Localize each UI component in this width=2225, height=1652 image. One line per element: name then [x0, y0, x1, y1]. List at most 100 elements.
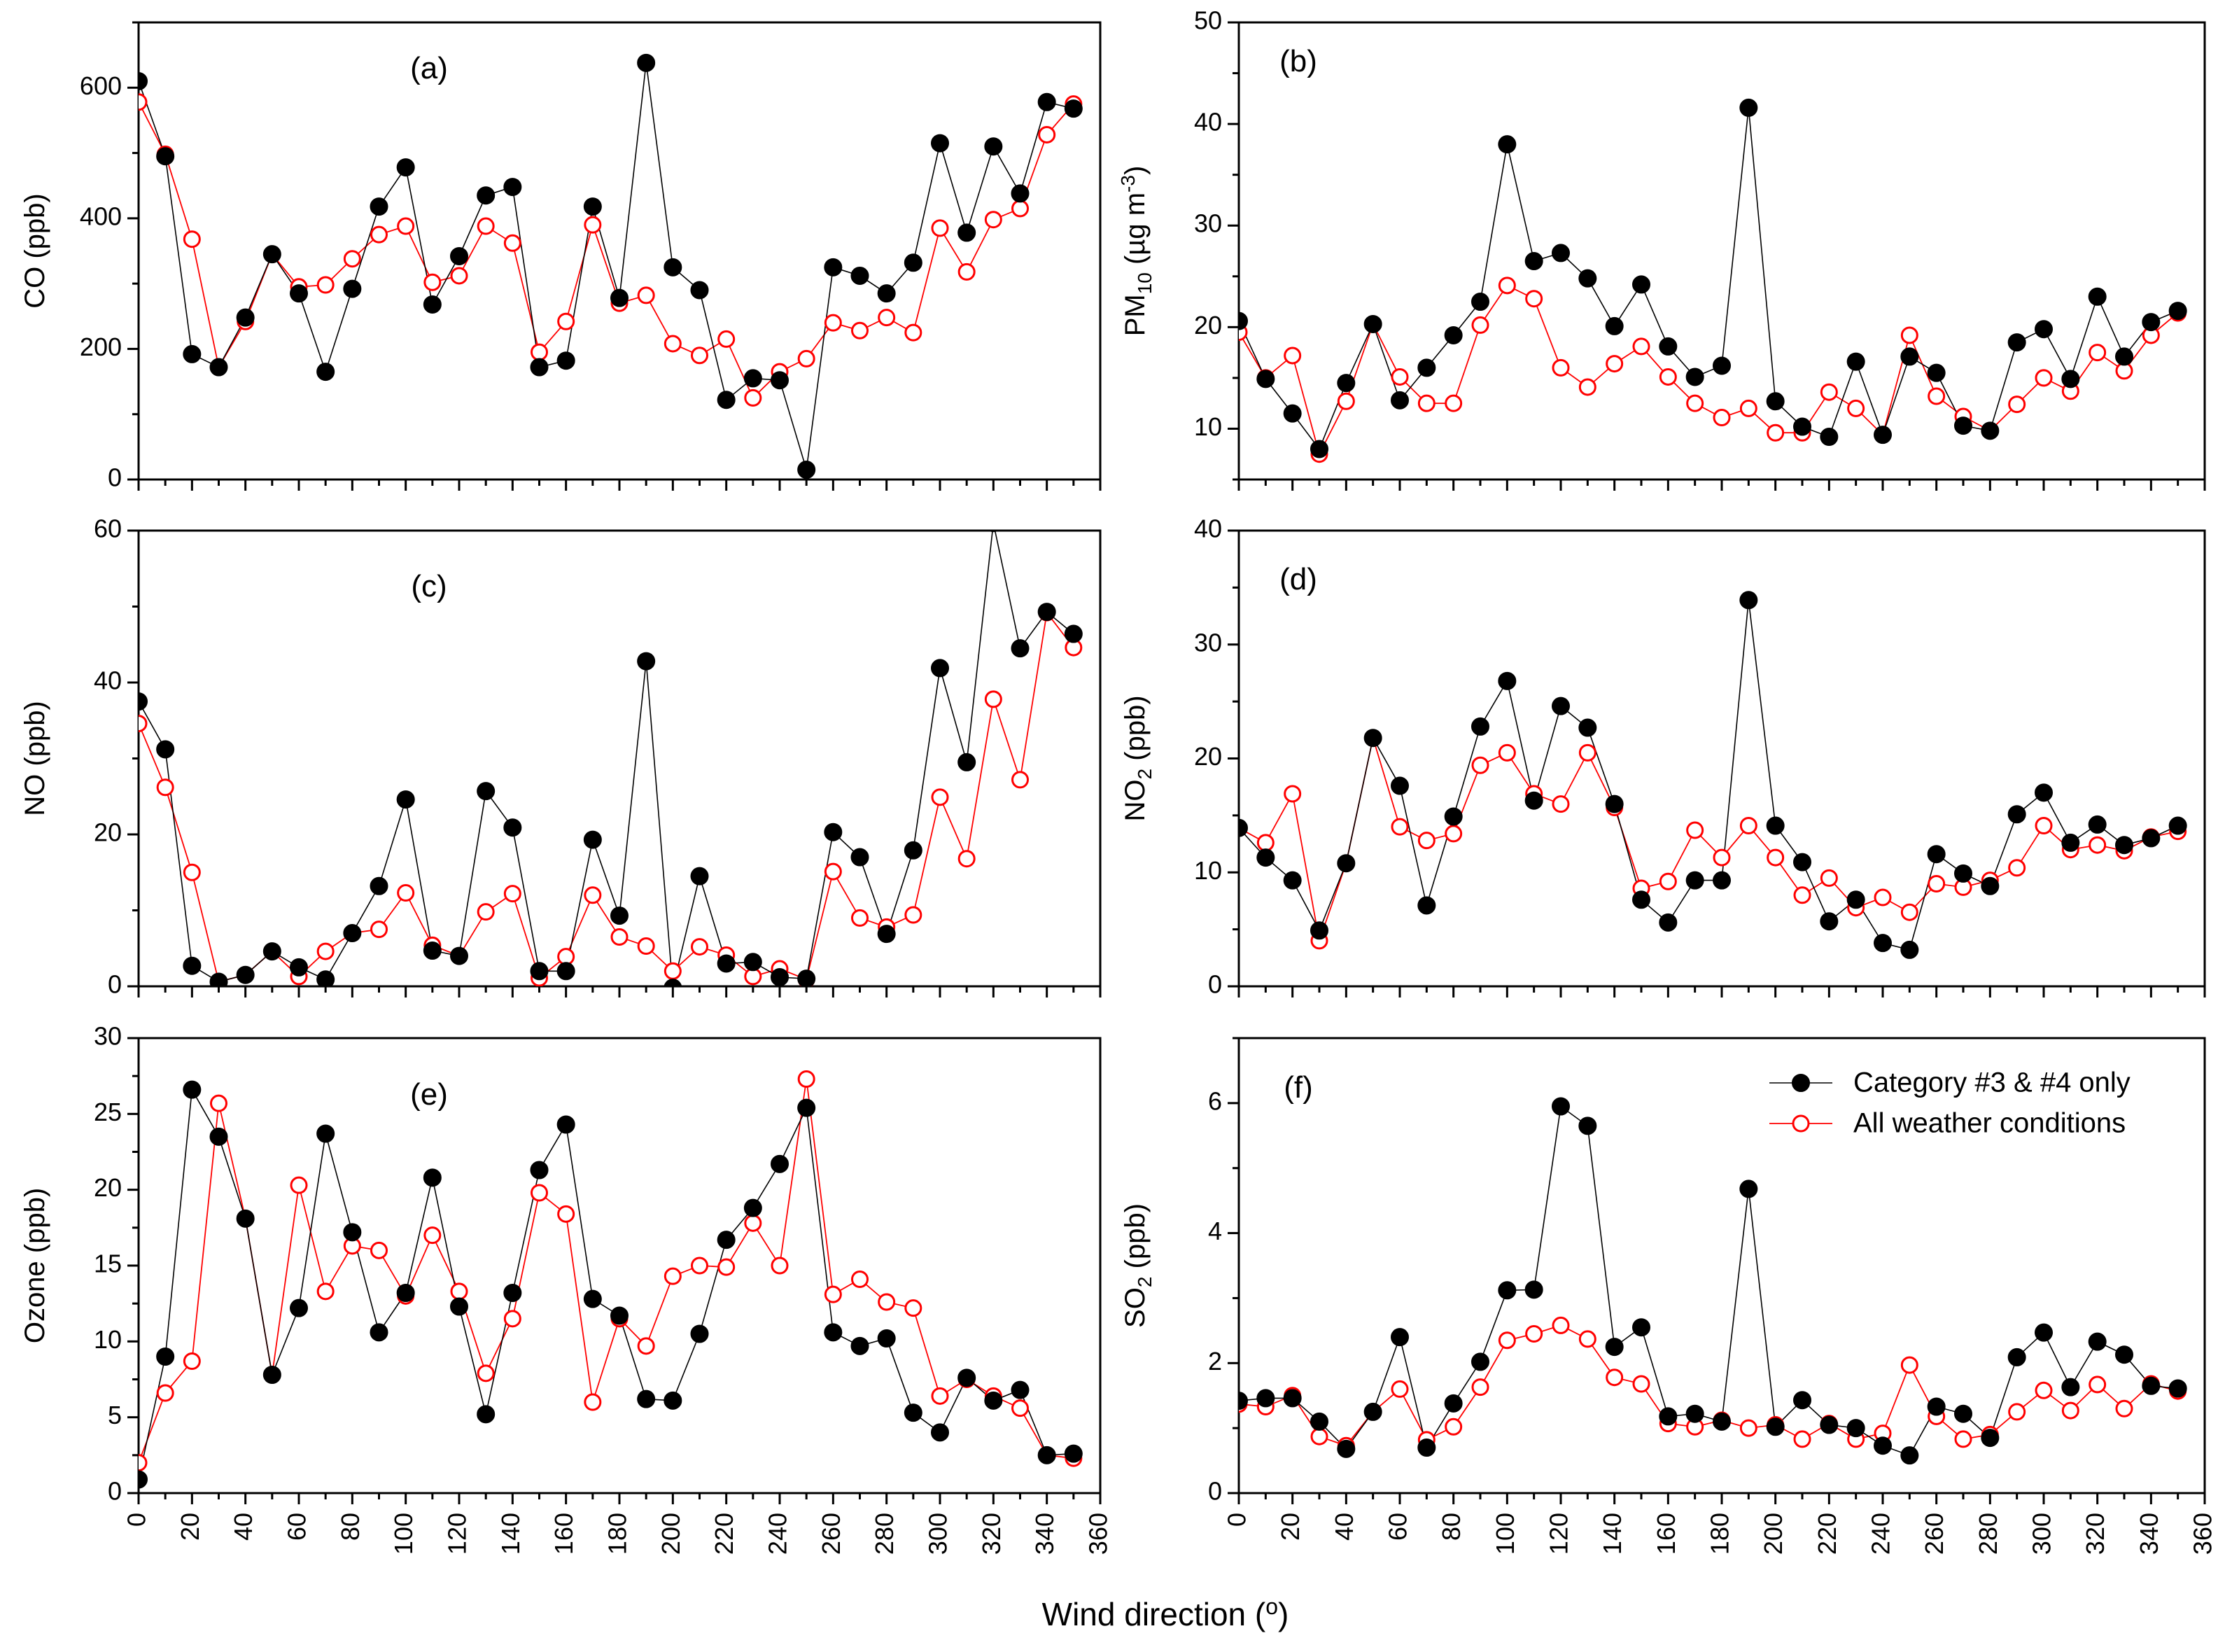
data-point-all-weather: [1847, 399, 1865, 417]
data-point-category: [1471, 1352, 1489, 1371]
data-point-category: [984, 137, 1003, 156]
data-point-category: [156, 147, 175, 166]
x-tick-label: 20: [1276, 1513, 1305, 1541]
y-tick-label: 20: [1194, 311, 1222, 340]
x-tick-label: 60: [283, 1513, 311, 1541]
data-point-all-weather: [2115, 1399, 2133, 1418]
data-point-category: [664, 1391, 682, 1410]
y-tick-label: 0: [108, 1477, 122, 1506]
data-point-category: [530, 962, 549, 981]
data-point-all-weather: [1038, 125, 1056, 144]
data-point-category: [1954, 1404, 1972, 1423]
x-tick-label: 20: [176, 1513, 204, 1541]
data-point-category: [637, 53, 656, 72]
data-point-category: [1471, 717, 1489, 736]
series-line-category: [139, 531, 1074, 986]
data-point-category: [1900, 940, 1919, 959]
data-point-category: [556, 1115, 575, 1134]
data-point-category: [2168, 1379, 2187, 1398]
y-tick-label: 400: [80, 202, 122, 230]
data-point-category: [530, 358, 549, 377]
data-point-category: [1685, 368, 1704, 386]
data-point-all-weather: [1445, 1418, 1463, 1436]
data-point-category: [1578, 1116, 1597, 1135]
data-point-category: [2115, 836, 2133, 855]
data-point-all-weather: [1632, 1375, 1650, 1393]
y-tick-label: 6: [1208, 1086, 1222, 1115]
data-point-all-weather: [584, 886, 602, 904]
data-point-all-weather: [156, 778, 174, 797]
data-point-category: [1552, 1097, 1570, 1116]
data-point-category: [904, 1404, 922, 1422]
data-point-category: [1391, 776, 1409, 795]
data-point-all-weather: [1686, 821, 1704, 839]
data-point-category: [316, 970, 335, 986]
data-point-all-weather: [931, 219, 949, 237]
data-point-all-weather: [1498, 743, 1516, 762]
data-point-category: [1739, 591, 1758, 610]
data-point-category: [1820, 1415, 1839, 1434]
data-point-category: [717, 954, 736, 973]
data-point-category: [1632, 275, 1650, 294]
data-point-all-weather: [1525, 1325, 1543, 1343]
x-tick-label: 300: [2028, 1513, 2056, 1555]
x-tick-label: 160: [549, 1513, 578, 1555]
series-line-category: [139, 1088, 1074, 1480]
x-tick-label: 100: [389, 1513, 418, 1555]
data-point-category: [690, 867, 709, 886]
data-point-all-weather: [1417, 394, 1436, 412]
data-point-category: [1713, 871, 1731, 890]
data-point-category: [1659, 1407, 1678, 1426]
data-point-category: [2035, 1323, 2053, 1342]
data-point-category: [1310, 921, 1328, 940]
data-point-category: [1444, 326, 1463, 344]
data-point-category: [690, 1324, 709, 1343]
data-point-category: [984, 1391, 1003, 1410]
data-point-category: [423, 295, 442, 314]
x-tick-label: 240: [1867, 1513, 1895, 1555]
data-point-all-weather: [1713, 408, 1731, 426]
x-tick-label: 240: [764, 1513, 792, 1555]
data-point-all-weather: [2008, 859, 2026, 877]
data-point-category: [1713, 356, 1731, 375]
data-point-category: [1552, 244, 1570, 262]
data-point-category: [1498, 671, 1517, 690]
data-point-category: [824, 258, 843, 276]
data-point-all-weather: [316, 942, 335, 960]
data-point-category: [931, 134, 949, 153]
plot-area: [139, 531, 1083, 986]
data-point-all-weather: [984, 690, 1002, 708]
x-tick-label: 280: [1974, 1513, 2002, 1555]
data-point-category: [2142, 1376, 2161, 1395]
data-point-all-weather: [957, 850, 976, 868]
data-point-all-weather: [1310, 1427, 1328, 1446]
data-point-category: [583, 197, 602, 216]
panel-e: 0 20 40 60 80 100 120 140 160 180 200 220 240 260 280 3…: [20, 1022, 1113, 1555]
y-tick-label: 60: [94, 514, 122, 543]
panel-c: 0 20 40 60 NO (ppb) (c): [20, 514, 1102, 999]
data-point-all-weather: [904, 1299, 922, 1317]
data-point-category: [503, 1284, 522, 1302]
data-point-category: [1524, 252, 1543, 271]
data-point-all-weather: [1659, 368, 1677, 386]
series-line-category: [1239, 107, 2179, 451]
data-point-category: [1578, 269, 1597, 288]
data-point-all-weather: [878, 309, 896, 327]
data-point-category: [743, 369, 762, 388]
data-point-all-weather: [1578, 378, 1596, 396]
y-tick-label: 10: [1194, 412, 1222, 441]
y-tick-label: 10: [1194, 856, 1222, 885]
data-point-category: [450, 946, 468, 965]
y-tick-label: 10: [94, 1325, 122, 1354]
plot-frame: [1237, 529, 2206, 988]
data-point-all-weather: [664, 335, 682, 353]
plot-area: [1239, 1097, 2187, 1465]
x-tick-label: 260: [1920, 1513, 1949, 1555]
data-point-all-weather: [557, 312, 575, 330]
data-point-category: [396, 1284, 415, 1302]
data-point-all-weather: [477, 903, 495, 921]
y-tick-label: 40: [94, 666, 122, 695]
data-point-category: [1444, 1394, 1463, 1413]
data-point-category: [1239, 1392, 1248, 1410]
data-point-category: [583, 830, 602, 849]
